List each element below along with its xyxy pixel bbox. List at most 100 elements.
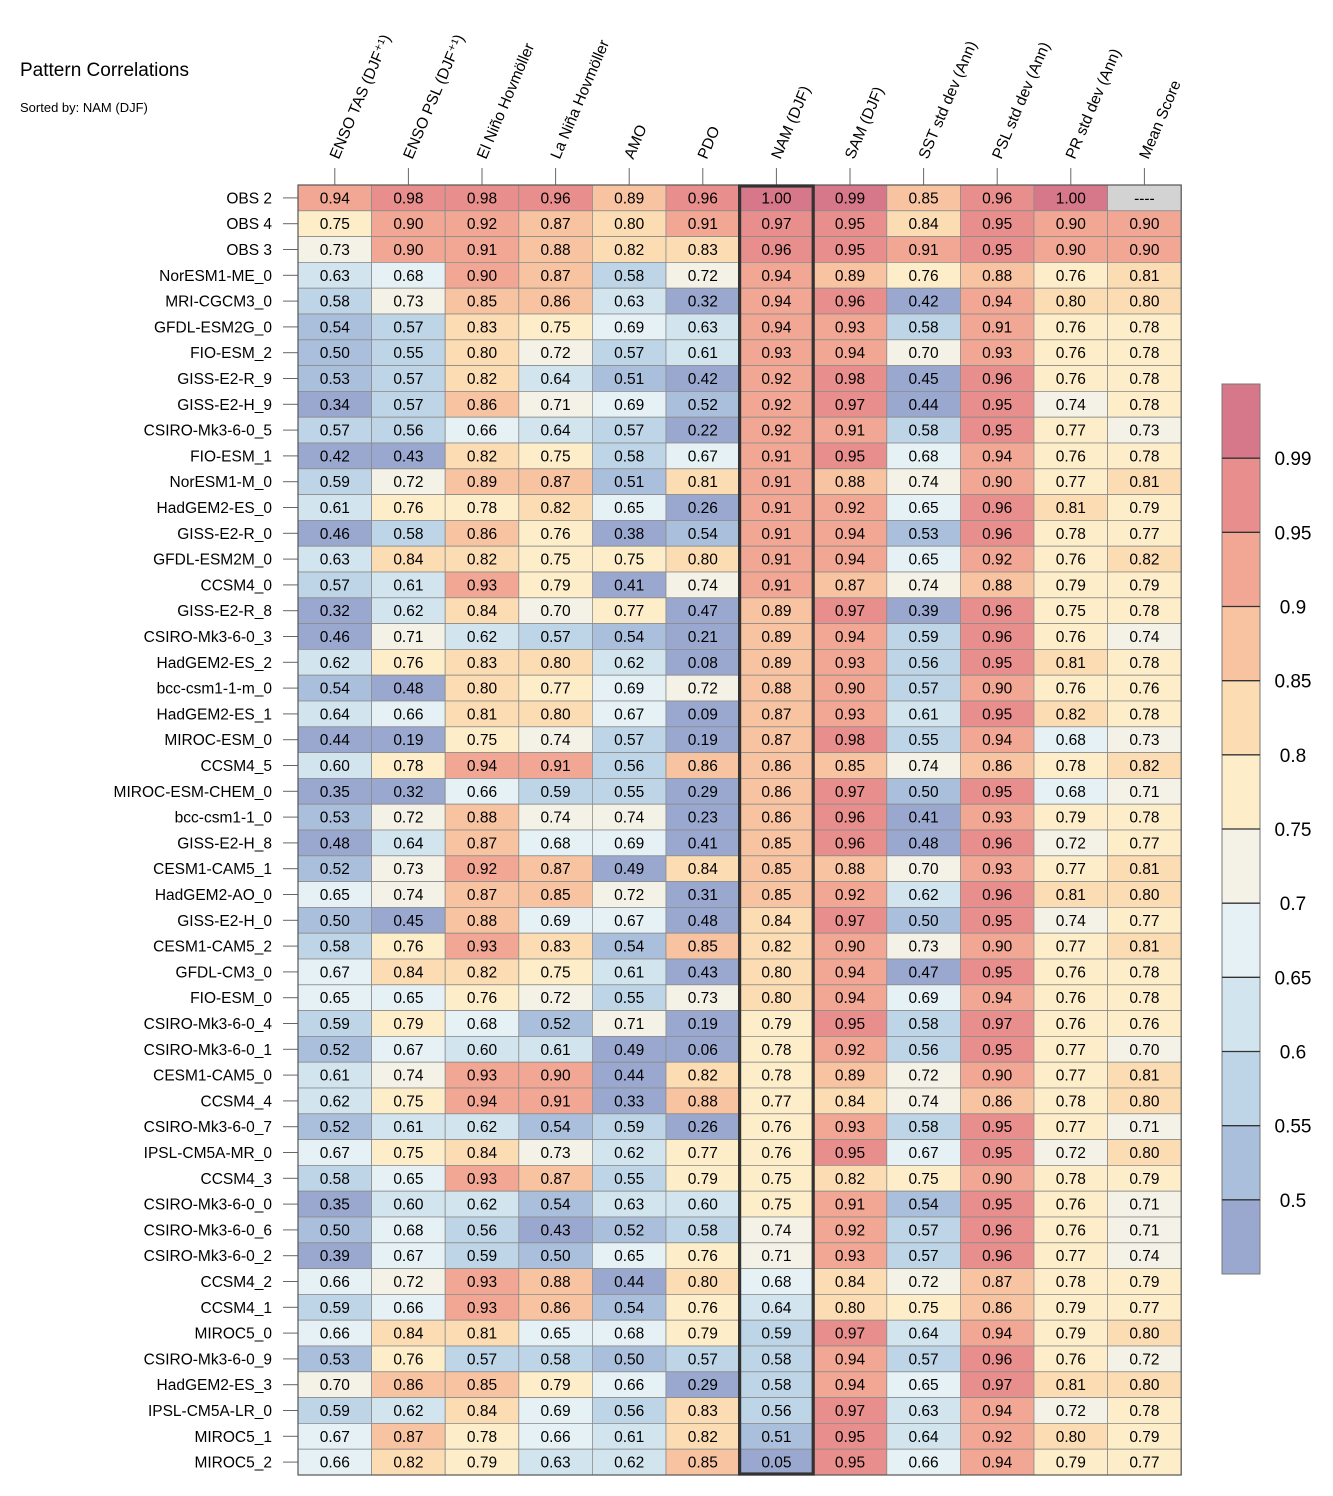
colorbar-tick-label: 0.75 xyxy=(1275,820,1312,841)
cell-value: 0.85 xyxy=(909,190,939,207)
heatmap-cell xyxy=(1033,932,1108,960)
heatmap-cell xyxy=(1033,1010,1108,1037)
cell-value: 0.41 xyxy=(688,835,718,852)
cell-value: 0.77 xyxy=(761,1093,791,1110)
cell-value: 0.91 xyxy=(761,448,791,465)
column-header: PSL std dev (Ann) xyxy=(989,40,1054,162)
cell-value: 0.85 xyxy=(688,939,718,956)
heatmap-cell xyxy=(739,313,814,341)
heatmap-cell xyxy=(665,236,740,263)
heatmap-cell xyxy=(444,1010,520,1037)
heatmap-cell xyxy=(886,855,961,882)
heatmap-cell xyxy=(739,390,814,418)
heatmap-cell xyxy=(592,1087,667,1115)
cell-value: 0.59 xyxy=(541,784,571,801)
heatmap-cell xyxy=(1033,313,1108,341)
cell-value: 0.76 xyxy=(761,1119,791,1136)
heatmap-cell xyxy=(960,1345,1035,1373)
heatmap-cell xyxy=(1033,1345,1108,1373)
cell-value: 0.66 xyxy=(393,706,423,723)
cell-value: 0.91 xyxy=(467,242,497,259)
heatmap-cell xyxy=(1107,984,1182,1011)
heatmap-cell xyxy=(592,1371,667,1399)
heatmap-cell xyxy=(886,726,961,753)
cell-value: 0.42 xyxy=(320,448,350,465)
cell-value: 0.85 xyxy=(835,758,865,775)
heatmap-cell xyxy=(518,984,593,1011)
cell-value: 0.48 xyxy=(909,835,939,852)
cell-value: 0.77 xyxy=(1129,526,1159,543)
cell-value: 0.58 xyxy=(614,268,644,285)
cell-value: 0.66 xyxy=(467,423,497,440)
cell-value: 0.78 xyxy=(393,758,423,775)
heatmap-cell xyxy=(371,520,446,547)
cell-value: 0.86 xyxy=(541,294,571,311)
cell-value: 0.53 xyxy=(909,526,939,543)
cell-value: 0.62 xyxy=(614,655,644,672)
cell-value: 0.57 xyxy=(614,732,644,749)
cell-value: 0.65 xyxy=(909,1377,939,1394)
heatmap-cell xyxy=(592,726,667,753)
colorbar-tick-label: 0.5 xyxy=(1280,1191,1306,1212)
heatmap-cell xyxy=(960,468,1035,495)
cell-value: 0.50 xyxy=(320,345,351,362)
heatmap-cell xyxy=(444,520,520,547)
highlight-column-frame xyxy=(737,184,815,1476)
row-label: CSIRO-Mk3-6-0_4 xyxy=(144,1016,273,1033)
cell-value: 0.89 xyxy=(614,190,644,207)
cell-value: 0.76 xyxy=(393,655,423,672)
heatmap-cell xyxy=(739,1423,814,1450)
heatmap-cell xyxy=(665,726,740,753)
row-label: CSIRO-Mk3-6-0_2 xyxy=(144,1248,272,1265)
cell-value: 0.76 xyxy=(1056,964,1086,981)
cell-value: 0.58 xyxy=(909,319,939,336)
heatmap-cell xyxy=(960,390,1035,418)
cell-value: 0.78 xyxy=(1129,990,1159,1007)
cell-value: 0.92 xyxy=(467,216,497,233)
column-header: El Niño Hovmöller xyxy=(474,41,538,162)
cell-value: 0.78 xyxy=(1129,603,1159,620)
cell-value: 0.77 xyxy=(1056,861,1086,878)
colorbar-tick-label: 0.85 xyxy=(1275,672,1312,693)
cell-value: 0.32 xyxy=(320,603,350,620)
cell-value: 0.75 xyxy=(467,732,497,749)
heatmap-cell xyxy=(592,597,667,624)
heatmap-cell xyxy=(886,261,961,289)
colorbar-segment xyxy=(1222,384,1260,459)
row-label: HadGEM2-ES_0 xyxy=(157,500,273,517)
cell-value: 0.71 xyxy=(761,1248,791,1265)
cell-value: 0.87 xyxy=(541,268,571,285)
cell-value: 0.72 xyxy=(1056,835,1086,852)
heatmap-cell xyxy=(1107,390,1182,418)
heatmap-cell xyxy=(960,726,1035,753)
cell-value: 0.80 xyxy=(541,655,572,672)
cell-value: 0.92 xyxy=(835,500,865,517)
cell-value: 0.71 xyxy=(1129,1197,1159,1214)
cell-value: 0.93 xyxy=(467,1171,497,1188)
row-label: HadGEM2-ES_2 xyxy=(157,655,272,672)
heatmap-cell xyxy=(297,390,372,418)
cell-value: 0.68 xyxy=(467,1016,497,1033)
heatmap-cell xyxy=(812,1139,888,1166)
heatmap-cell xyxy=(812,1036,888,1063)
heatmap-cell xyxy=(886,958,961,986)
cell-value: 0.82 xyxy=(1129,552,1159,569)
cell-value: 0.61 xyxy=(909,706,939,723)
cell-value: 0.78 xyxy=(467,500,497,517)
heatmap-cell xyxy=(739,1010,814,1037)
cell-value: 0.96 xyxy=(761,242,791,259)
heatmap-cell xyxy=(1033,958,1108,986)
cell-value: 0.92 xyxy=(467,861,497,878)
cell-value: 0.96 xyxy=(982,629,1012,646)
colorbar-tick-label: 0.8 xyxy=(1280,746,1306,767)
heatmap-cell xyxy=(812,1397,888,1424)
cell-value: 0.59 xyxy=(320,1300,350,1317)
cell-value: 0.86 xyxy=(761,784,791,801)
heatmap-cell xyxy=(1107,1190,1182,1218)
heatmap-cell xyxy=(518,1165,593,1192)
heatmap-cell xyxy=(518,958,593,986)
cell-value: 0.75 xyxy=(393,1145,423,1162)
heatmap-cell xyxy=(371,597,446,624)
cell-value: 0.67 xyxy=(614,913,644,930)
column-headers: ENSO TAS (DJF⁺¹) ENSO PSL (DJF⁺¹) El Niño … xyxy=(327,32,1185,185)
